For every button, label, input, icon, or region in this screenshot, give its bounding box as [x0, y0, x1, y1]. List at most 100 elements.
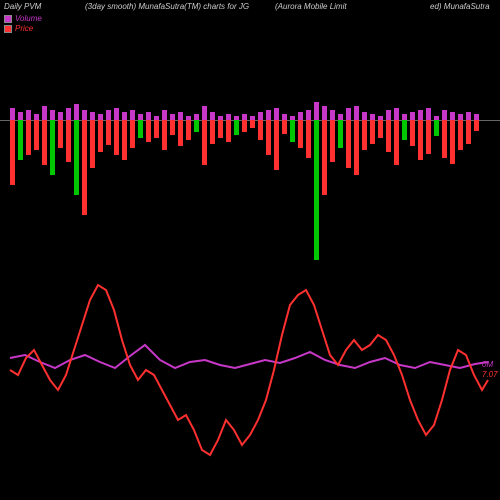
price-bar	[306, 120, 311, 158]
legend: Volume Price	[4, 14, 42, 34]
price-bar	[234, 120, 239, 135]
legend-volume: Volume	[4, 14, 42, 23]
end-label-1: 0M	[482, 360, 493, 369]
price-bar	[138, 120, 143, 138]
volume-bar	[42, 106, 47, 120]
price-bar	[298, 120, 303, 148]
price-bar	[474, 120, 479, 131]
legend-volume-box	[4, 15, 12, 23]
legend-price: Price	[4, 24, 42, 33]
volume-bar	[50, 110, 55, 120]
price-bar	[10, 120, 15, 185]
line-series	[10, 345, 488, 368]
volume-bar	[178, 112, 183, 120]
legend-price-box	[4, 25, 12, 33]
bar-chart	[0, 50, 500, 270]
price-bar	[114, 120, 119, 155]
volume-bar	[394, 108, 399, 120]
line-series	[10, 285, 488, 455]
price-bar	[218, 120, 223, 138]
price-bar	[106, 120, 111, 145]
price-bar	[42, 120, 47, 165]
legend-volume-label: Volume	[15, 14, 42, 23]
price-bar	[314, 120, 319, 260]
volume-bar	[26, 110, 31, 120]
price-bar	[178, 120, 183, 146]
price-bar	[194, 120, 199, 132]
line-svg	[0, 280, 500, 495]
volume-bar	[314, 102, 319, 120]
volume-bar	[74, 104, 79, 120]
price-bar	[274, 120, 279, 170]
price-bar	[394, 120, 399, 165]
price-bar	[258, 120, 263, 140]
price-bar	[250, 120, 255, 128]
price-bar	[34, 120, 39, 150]
price-bar	[354, 120, 359, 175]
price-bar	[146, 120, 151, 142]
volume-bar	[450, 112, 455, 120]
price-bar	[266, 120, 271, 155]
price-bar	[162, 120, 167, 150]
volume-bar	[410, 112, 415, 120]
price-bar	[226, 120, 231, 142]
volume-bar	[210, 112, 215, 120]
price-bar	[154, 120, 159, 138]
price-bar	[90, 120, 95, 168]
volume-bar	[362, 112, 367, 120]
price-bar	[370, 120, 375, 144]
price-bar	[386, 120, 391, 152]
price-bar	[66, 120, 71, 162]
price-bar	[362, 120, 367, 150]
volume-bar	[130, 110, 135, 120]
volume-bar	[258, 112, 263, 120]
volume-bar	[114, 108, 119, 120]
price-bar	[26, 120, 31, 155]
price-bar	[434, 120, 439, 136]
price-bar	[322, 120, 327, 195]
price-bar	[426, 120, 431, 154]
price-bar	[410, 120, 415, 146]
volume-bar	[146, 112, 151, 120]
volume-bar	[346, 108, 351, 120]
volume-bar	[266, 110, 271, 120]
price-bar	[402, 120, 407, 140]
price-bar	[170, 120, 175, 135]
header-mid1: (3day smooth) MunafaSutra(TM) charts for…	[85, 2, 249, 11]
volume-bar	[426, 108, 431, 120]
volume-bar	[10, 108, 15, 120]
price-bar	[450, 120, 455, 164]
volume-bar	[442, 110, 447, 120]
price-bar	[290, 120, 295, 142]
legend-price-label: Price	[15, 24, 33, 33]
end-label-2: 7.07	[482, 370, 498, 379]
price-bar	[466, 120, 471, 144]
price-bar	[18, 120, 23, 160]
price-bar	[122, 120, 127, 160]
price-bar	[58, 120, 63, 148]
price-bar	[330, 120, 335, 162]
volume-bar	[354, 106, 359, 120]
price-bar	[130, 120, 135, 148]
volume-bar	[90, 112, 95, 120]
volume-bar	[418, 110, 423, 120]
price-bar	[74, 120, 79, 195]
volume-bar	[58, 112, 63, 120]
price-bar	[458, 120, 463, 150]
volume-bar	[162, 110, 167, 120]
volume-bar	[322, 106, 327, 120]
price-bar	[50, 120, 55, 175]
volume-bar	[274, 108, 279, 120]
price-bar	[202, 120, 207, 165]
price-bar	[98, 120, 103, 152]
volume-bar	[82, 110, 87, 120]
price-bar	[282, 120, 287, 134]
volume-bar	[202, 106, 207, 120]
price-bar	[210, 120, 215, 144]
volume-bar	[306, 110, 311, 120]
volume-bar	[66, 108, 71, 120]
price-bar	[82, 120, 87, 215]
volume-bar	[106, 110, 111, 120]
header-left: Daily PVM	[4, 2, 41, 11]
volume-bar	[466, 112, 471, 120]
